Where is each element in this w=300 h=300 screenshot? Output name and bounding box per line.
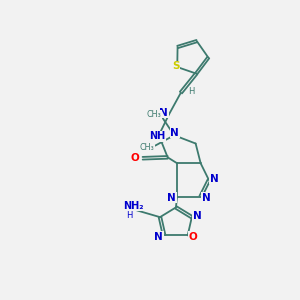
Text: N: N: [167, 193, 176, 203]
Text: S: S: [172, 61, 180, 71]
Text: CH₃: CH₃: [140, 143, 154, 152]
Text: NH: NH: [149, 131, 166, 142]
Text: H: H: [126, 211, 133, 220]
Text: NH₂: NH₂: [123, 201, 143, 211]
Text: N: N: [210, 174, 219, 184]
Text: N: N: [193, 211, 202, 221]
Text: H: H: [188, 88, 194, 97]
Text: N: N: [154, 232, 163, 242]
Text: O: O: [131, 153, 140, 163]
Text: O: O: [188, 232, 197, 242]
Text: CH₃: CH₃: [147, 110, 161, 119]
Text: N: N: [170, 128, 179, 138]
Text: N: N: [202, 193, 210, 203]
Text: N: N: [160, 108, 168, 118]
